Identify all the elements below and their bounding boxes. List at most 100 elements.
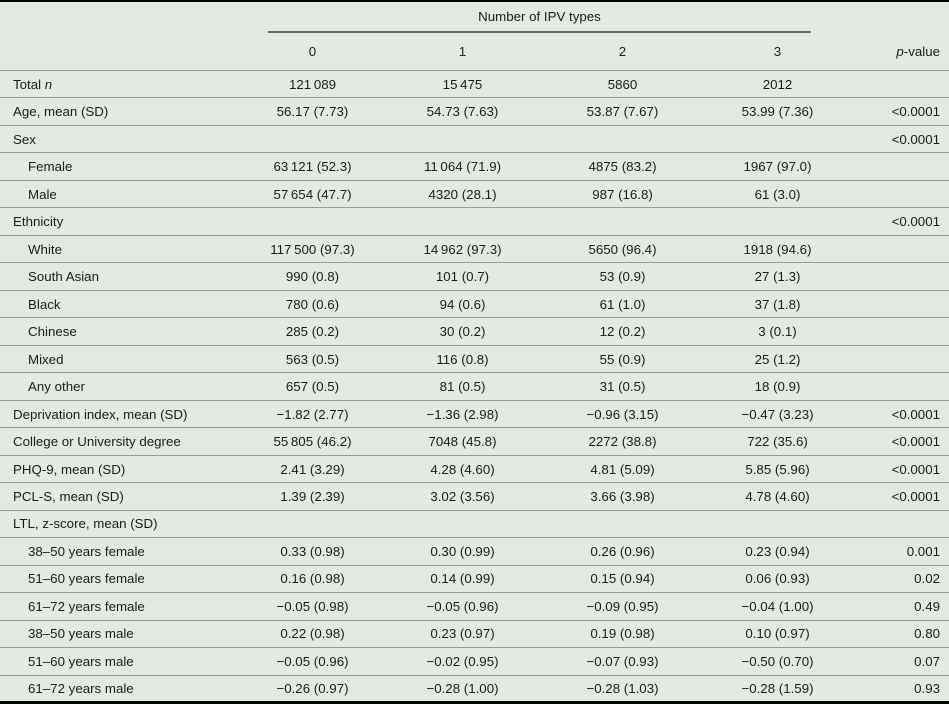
row-label: Deprivation index, mean (SD) xyxy=(0,407,245,422)
row-label: Male xyxy=(0,187,245,202)
row-label: Any other xyxy=(0,379,245,394)
value-cell: 57 654 (47.7) xyxy=(273,186,352,202)
table-row: PHQ-9, mean (SD) 2.41 (3.29) 4.28 (4.60) 4.… xyxy=(0,454,949,482)
table-row: 51–60 years male −0.05 (0.96) −0.02 (0.95)… xyxy=(0,647,949,674)
value-cell: 5860 xyxy=(607,76,638,92)
row-label: 61–72 years male xyxy=(0,681,245,696)
value-cell: 990 (0.8) xyxy=(285,269,340,285)
pvalue-cell: <0.0001 xyxy=(891,104,940,120)
spanner-label: Number of IPV types xyxy=(478,9,601,24)
value-cell: 30 (0.2) xyxy=(439,324,486,340)
value-cell: 780 (0.6) xyxy=(285,296,340,312)
pvalue-rest: -value xyxy=(903,44,940,59)
value-cell: 7048 (45.8) xyxy=(428,434,497,450)
row-label-text: 38–50 years female xyxy=(28,543,145,559)
value-cell: 94 (0.6) xyxy=(439,296,486,312)
table-row: 61–72 years female −0.05 (0.98) −0.05 (0.9… xyxy=(0,592,949,619)
value-cell: 116 (0.8) xyxy=(436,351,489,367)
table-row: Any other 657 (0.5) 81 (0.5) 31 (0.5) 18 (0.… xyxy=(0,372,949,399)
row-label: Ethnicity xyxy=(0,214,245,229)
value-cell: 18 (0.9) xyxy=(754,379,801,395)
row-label: Black xyxy=(0,297,245,312)
row-label-text: 51–60 years male xyxy=(28,653,134,669)
table-row: 38–50 years female 0.33 (0.98) 0.30 (0.99)… xyxy=(0,537,949,564)
column-header-pvalue: p-value xyxy=(855,44,949,59)
value-cell: 61 (3.0) xyxy=(754,186,801,202)
table-row: 61–72 years male −0.26 (0.97) −0.28 (1.00)… xyxy=(0,674,949,701)
row-label-text: South Asian xyxy=(28,269,99,285)
value-cell: −0.09 (0.95) xyxy=(586,598,659,614)
value-cell: 0.15 (0.94) xyxy=(590,571,655,587)
row-label: PCL-S, mean (SD) xyxy=(0,489,245,504)
value-cell: 0.23 (0.94) xyxy=(745,543,810,559)
pvalue-cell: 0.49 xyxy=(914,598,940,614)
value-cell: 4.81 (5.09) xyxy=(590,461,655,477)
pvalue-cell: <0.0001 xyxy=(891,461,940,477)
row-label: 38–50 years male xyxy=(0,626,245,641)
table-row: College or University degree 55 805 (46.2… xyxy=(0,427,949,454)
table-row: Age, mean (SD) 56.17 (7.73) 54.73 (7.63) 53… xyxy=(0,97,949,124)
table-row: LTL, z-score, mean (SD) xyxy=(0,509,949,537)
row-label: 51–60 years male xyxy=(0,654,245,669)
value-cell: 56.17 (7.73) xyxy=(276,104,349,120)
pvalue-cell: 0.07 xyxy=(914,653,940,669)
value-cell: 0.16 (0.98) xyxy=(280,571,345,587)
row-label: Chinese xyxy=(0,324,245,339)
row-label: Female xyxy=(0,159,245,174)
row-label-text: Mixed xyxy=(28,351,64,367)
row-label-text: Deprivation index, mean (SD) xyxy=(13,406,188,422)
value-cell: 121 089 xyxy=(288,76,337,92)
value-cell: 0.23 (0.97) xyxy=(430,626,495,642)
value-cell: −0.50 (0.70) xyxy=(741,653,814,669)
table-body: Total n 121 089 15 475 5860 2012 Age, mean (S… xyxy=(0,70,949,701)
value-cell: 5650 (96.4) xyxy=(588,241,657,257)
row-label: Mixed xyxy=(0,352,245,367)
value-cell: 3 (0.1) xyxy=(758,324,797,340)
column-header-row: 0 1 2 3 p-value xyxy=(0,33,949,70)
table-row: Female 63 121 (52.3) 11 064 (71.9) 4875 (83… xyxy=(0,152,949,179)
table-row: Black 780 (0.6) 94 (0.6) 61 (1.0) 37 (1.8) xyxy=(0,289,949,317)
row-label: 38–50 years female xyxy=(0,544,245,559)
row-label: College or University degree xyxy=(0,434,245,449)
table-row: Sex <0.0001 xyxy=(0,124,949,152)
value-cell: 55 (0.9) xyxy=(599,351,646,367)
row-label-text: Female xyxy=(28,159,73,175)
row-label-text: Total xyxy=(13,76,45,92)
row-label-text: 61–72 years male xyxy=(28,681,134,697)
value-cell: −0.02 (0.95) xyxy=(426,653,499,669)
row-label-text: Black xyxy=(28,296,61,312)
value-cell: 63 121 (52.3) xyxy=(273,159,352,175)
table-row: Male 57 654 (47.7) 4320 (28.1) 987 (16.8) 61… xyxy=(0,179,949,207)
row-label-text: PCL-S, mean (SD) xyxy=(13,489,124,504)
column-header-0: 0 xyxy=(308,44,317,59)
value-cell: 54.73 (7.63) xyxy=(426,104,499,120)
row-label: Sex xyxy=(0,132,245,147)
row-label: 51–60 years female xyxy=(0,571,245,586)
value-cell: 0.33 (0.98) xyxy=(280,543,345,559)
table-row: 51–60 years female 0.16 (0.98) 0.14 (0.99)… xyxy=(0,564,949,592)
row-label-text: College or University degree xyxy=(13,434,181,450)
value-cell: 53.99 (7.36) xyxy=(741,104,814,120)
value-cell: 31 (0.5) xyxy=(599,379,646,395)
value-cell: 657 (0.5) xyxy=(285,379,340,395)
value-cell: 4.78 (4.60) xyxy=(745,489,810,504)
row-label: White xyxy=(0,242,245,257)
value-cell: −0.28 (1.59) xyxy=(741,681,814,697)
row-label: Age, mean (SD) xyxy=(0,104,245,119)
table-row: PCL-S, mean (SD) 1.39 (2.39) 3.02 (3.56) 3.… xyxy=(0,482,949,509)
pvalue-cell: <0.0001 xyxy=(891,406,940,422)
spanner-row: Number of IPV types xyxy=(0,2,949,31)
pvalue-cell: 0.80 xyxy=(914,626,940,642)
row-label-text: Any other xyxy=(28,379,85,395)
row-label-text: 61–72 years female xyxy=(28,598,145,614)
value-cell: 53 (0.9) xyxy=(599,269,646,285)
value-cell: −0.28 (1.03) xyxy=(586,681,659,697)
spanner-rule xyxy=(268,31,811,33)
table-row: South Asian 990 (0.8) 101 (0.7) 53 (0.9) 27 … xyxy=(0,262,949,289)
value-cell: −1.82 (2.77) xyxy=(276,406,349,422)
value-cell: −0.26 (0.97) xyxy=(276,681,349,697)
row-label-text: Chinese xyxy=(28,324,77,340)
value-cell: 4875 (83.2) xyxy=(588,159,657,175)
pvalue-cell: <0.0001 xyxy=(891,489,940,504)
row-label-text: LTL, z-score, mean (SD) xyxy=(13,516,158,532)
